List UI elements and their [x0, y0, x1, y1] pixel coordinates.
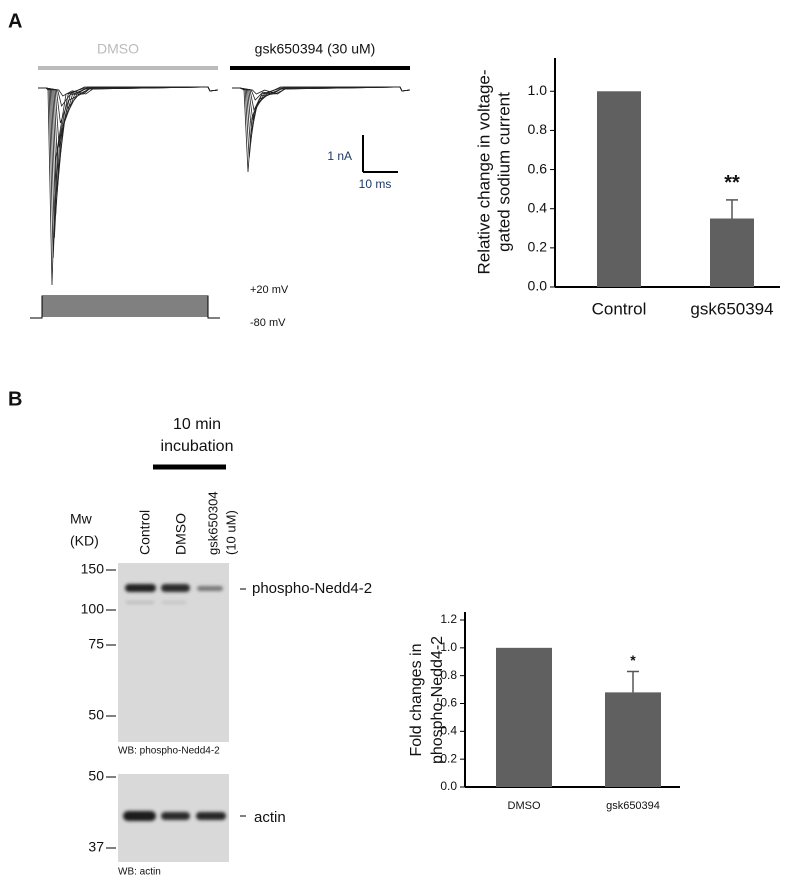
scale-label: 10 ms	[359, 177, 392, 191]
condition-label: gsk650394 (30 uM)	[255, 41, 376, 57]
y-tick-label: 1.0	[528, 82, 548, 98]
y-tick-label: 0.8	[440, 668, 457, 682]
bar	[605, 692, 661, 787]
lane-label: DMSO	[173, 513, 189, 555]
blot-membrane	[118, 563, 229, 742]
y-axis-label: phospho-Nedd4-2	[429, 636, 446, 764]
trace	[232, 86, 411, 133]
y-tick-label: 0.8	[528, 121, 548, 137]
lane-label: (10 uM)	[223, 510, 238, 555]
bar	[710, 218, 754, 287]
x-tick-label: gsk650394	[606, 800, 660, 812]
voltage-label: -80 mV	[250, 317, 286, 329]
current-traces	[38, 86, 411, 286]
mw-marker: 75	[88, 636, 104, 652]
bands	[123, 811, 226, 821]
trace	[232, 86, 411, 159]
trace	[38, 86, 219, 217]
trace	[38, 86, 219, 107]
y-tick-label: 0.0	[440, 779, 457, 793]
y-tick-label: 0.2	[440, 751, 457, 765]
y-axis-label: gated sodium current	[494, 92, 513, 252]
treatment-label: incubation	[161, 438, 234, 455]
band-label: phospho-Nedd4-2	[252, 580, 372, 597]
mw-marker: 37	[88, 839, 104, 855]
marker-ticks	[106, 569, 246, 849]
trace	[232, 86, 411, 101]
y-tick-label: 0.6	[528, 160, 548, 176]
y-axis-label: Fold changes in	[408, 644, 425, 757]
panel-label: A	[8, 10, 22, 32]
bar	[496, 647, 552, 787]
lane-label: gsk650304	[205, 491, 220, 555]
mw-marker: 100	[81, 601, 105, 617]
mw-marker: 150	[81, 561, 105, 577]
mw-header: Mw	[70, 511, 93, 527]
voltage-protocol	[30, 295, 220, 319]
trace	[232, 86, 411, 112]
y-tick-label: 1.0	[440, 640, 457, 654]
voltage-label: +20 mV	[250, 284, 289, 296]
mw-marker: 50	[88, 707, 104, 723]
y-tick-label: 1.2	[440, 612, 457, 626]
treatment-label: 10 min	[173, 416, 221, 433]
y-tick-label: 0.2	[528, 239, 548, 255]
y-tick-label: 0.0	[528, 278, 548, 294]
y-tick-label: 0.4	[440, 724, 457, 738]
trace	[38, 86, 219, 149]
wb-label: WB: phospho-Nedd4-2	[118, 746, 220, 757]
significance: **	[724, 172, 740, 194]
trace	[232, 86, 411, 145]
condition-label: DMSO	[97, 41, 139, 57]
x-tick-label: DMSO	[508, 800, 541, 812]
voltage-step	[30, 295, 220, 319]
bands	[125, 584, 223, 604]
y-tick-label: 0.6	[440, 696, 457, 710]
x-tick-label: Control	[592, 299, 647, 318]
y-axis-label: Relative change in voltage-	[474, 69, 493, 274]
scale-label: 1 nA	[327, 149, 352, 163]
wb-label: WB: actin	[118, 867, 161, 878]
trace	[232, 86, 411, 95]
y-tick-label: 0.4	[528, 199, 548, 215]
bar	[597, 91, 641, 288]
panel-label: B	[8, 388, 22, 410]
lane-label: Control	[137, 510, 153, 555]
mw-header: (KD)	[70, 533, 99, 549]
band-label: actin	[254, 809, 286, 826]
mw-marker: 50	[88, 768, 104, 784]
significance: *	[630, 652, 636, 668]
trace	[38, 86, 219, 97]
trace	[38, 86, 219, 259]
x-tick-label: gsk650394	[690, 299, 773, 318]
trace	[38, 86, 219, 197]
